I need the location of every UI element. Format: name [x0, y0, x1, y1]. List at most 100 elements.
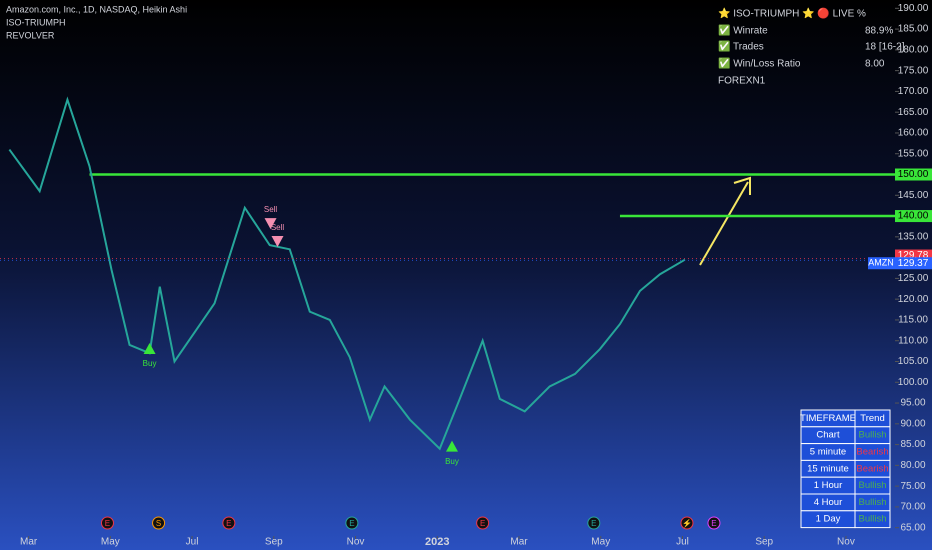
y-tick-label: 165.00	[898, 107, 929, 118]
table-text: 4 Hour	[814, 497, 843, 508]
y-tick-label: 110.00	[898, 335, 928, 346]
y-tick-label: 185.00	[898, 24, 929, 35]
level-tag	[895, 210, 932, 223]
x-tick-label: 2023	[425, 536, 449, 548]
signal-marker	[271, 235, 284, 247]
y-tick-label: 135.00	[898, 231, 929, 242]
price-tag	[895, 257, 932, 270]
x-tick-label: Sep	[755, 537, 773, 548]
y-tick-label: 190.00	[898, 3, 929, 14]
table-text: Chart	[816, 430, 840, 441]
y-tick-label: 65.00	[900, 522, 925, 533]
y-tick-label: 105.00	[898, 356, 929, 367]
signal-label: Sell	[271, 223, 285, 232]
event-icon	[707, 516, 721, 530]
y-tick-label: 155.00	[898, 148, 929, 159]
event-label: E	[591, 519, 596, 528]
symbol-tag	[868, 257, 895, 270]
event-icon	[587, 516, 601, 530]
y-tick-label: 80.00	[900, 460, 925, 471]
y-tick-label: 75.00	[900, 481, 925, 492]
y-tick-label: 180.00	[898, 45, 929, 56]
table-text: 1 Day	[816, 514, 841, 525]
event-icon	[100, 516, 114, 530]
x-tick-label: Nov	[347, 537, 365, 548]
event-icon	[345, 516, 359, 530]
table-text: Bearish	[856, 447, 888, 458]
event-icon	[680, 516, 694, 530]
signal-label: Buy	[143, 359, 157, 368]
panel-title: ⭐ ISO-TRIUMPH ⭐ 🔴 LIVE %	[718, 7, 866, 20]
y-tick-label: 90.00	[900, 418, 925, 429]
panel-label: ✅ Winrate	[718, 24, 768, 37]
signal-label: Buy	[445, 457, 459, 466]
chart-title: Amazon.com, Inc., 1D, NASDAQ, Heikin Ash…	[6, 4, 187, 14]
panel-label: ✅ Win/Loss Ratio	[718, 57, 801, 70]
arrow-head	[733, 176, 751, 195]
x-tick-label: Jul	[186, 537, 199, 548]
table-text: 5 minute	[810, 447, 846, 458]
level-label: 150.00	[898, 169, 929, 180]
stats-panel: ⭐ ISO-TRIUMPH ⭐ 🔴 LIVE % ✅ Winrate 88.9%…	[718, 7, 905, 87]
x-tick-label: Mar	[510, 537, 528, 548]
x-tick-label: May	[101, 537, 120, 548]
table-text: 15 minute	[807, 463, 849, 474]
table-text: Trend	[860, 413, 884, 424]
table-text: Bullish	[859, 514, 887, 525]
price-label: 129.78	[898, 250, 929, 261]
table-cell	[854, 510, 891, 529]
panel-footer: FOREXN1	[718, 76, 766, 87]
x-tick-label: Jul	[676, 537, 689, 548]
arrow	[699, 181, 749, 266]
panel-value: 8.00	[865, 59, 885, 70]
level-tag	[895, 168, 932, 181]
x-tick-label: Sep	[265, 537, 283, 548]
panel-value: 88.9%	[865, 26, 893, 37]
signal-marker	[264, 218, 277, 230]
event-label: E	[105, 519, 110, 528]
table-text: TIMEFRAME	[800, 413, 856, 424]
price-line	[8, 96, 686, 451]
event-label: ⚡	[682, 518, 692, 528]
event-label: E	[349, 519, 354, 528]
event-label: E	[480, 519, 485, 528]
signal-label: Sell	[264, 205, 278, 214]
event-label: E	[711, 519, 716, 528]
indicator-label: REVOLVER	[6, 30, 55, 40]
y-tick-label: 170.00	[898, 86, 929, 97]
level-label: 140.00	[898, 211, 929, 222]
panel-value: 18 [16-2]	[865, 42, 905, 53]
table-text: Bullish	[859, 480, 887, 491]
price-tag	[895, 249, 932, 262]
signal-marker	[445, 440, 458, 452]
y-tick-label: 100.00	[898, 377, 929, 388]
table-text: 1 Hour	[814, 480, 843, 491]
event-label: E	[226, 519, 231, 528]
x-tick-label: May	[591, 537, 610, 548]
event-label: S	[156, 519, 161, 528]
price-label: 129.37	[898, 258, 929, 269]
event-icon	[152, 516, 166, 530]
symbol-label: AMZN	[868, 258, 894, 268]
event-icon	[476, 516, 490, 530]
y-tick-label: 85.00	[900, 439, 925, 450]
signal-marker	[143, 343, 156, 355]
y-tick-label: 145.00	[898, 190, 929, 201]
y-tick-label: 115.00	[898, 315, 928, 326]
event-icon	[222, 516, 236, 530]
table-text: Bullish	[859, 430, 887, 441]
y-tick-label: 175.00	[898, 65, 929, 76]
y-tick-label: 160.00	[898, 128, 929, 139]
y-tick-label: 95.00	[900, 398, 925, 409]
x-tick-label: Mar	[20, 537, 38, 548]
y-tick-label: 125.00	[898, 273, 929, 284]
x-tick-label: Nov	[837, 537, 855, 548]
table-text: Bearish	[856, 463, 888, 474]
table-text: Bullish	[859, 497, 887, 508]
y-tick-label: 70.00	[900, 502, 925, 513]
y-tick-label: 120.00	[898, 294, 929, 305]
indicator-label: ISO-TRIUMPH	[6, 17, 66, 27]
panel-label: ✅ Trades	[718, 40, 764, 53]
